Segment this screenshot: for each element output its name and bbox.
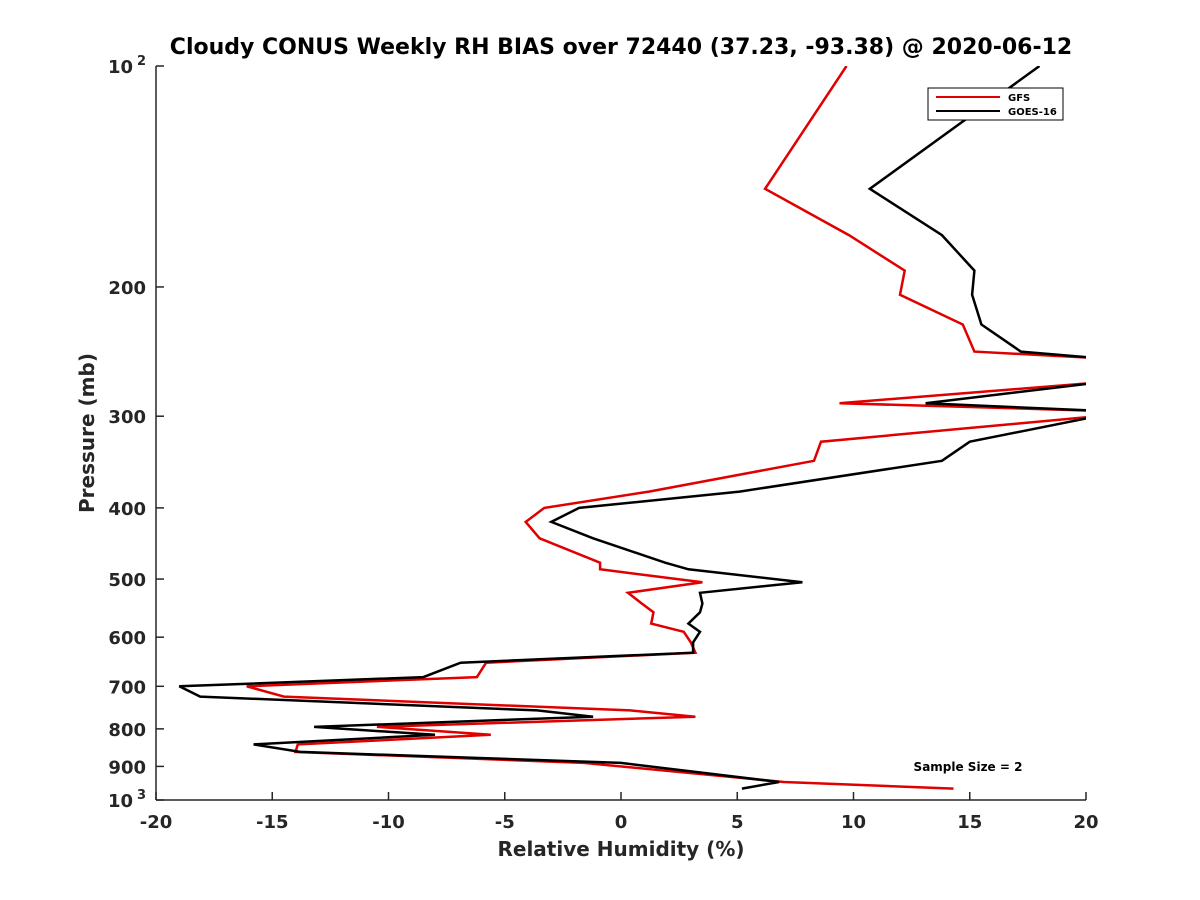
series-layer <box>178 66 1086 790</box>
chart-title: Cloudy CONUS Weekly RH BIAS over 72440 (… <box>170 35 1072 60</box>
x-tick-label: 20 <box>1073 812 1098 833</box>
y-tick-label: 10 <box>108 57 133 78</box>
series-line-goes16 <box>178 66 1086 790</box>
sample-size-annotation: Sample Size = 2 <box>914 760 1023 774</box>
x-tick-label: 15 <box>957 812 982 833</box>
y-tick-label: 800 <box>108 720 146 741</box>
x-tick-label: -10 <box>372 812 405 833</box>
plot-area <box>156 66 1086 800</box>
y-tick-label: 900 <box>108 757 146 778</box>
x-tick-label: 5 <box>731 812 744 833</box>
y-tick-exponent: 2 <box>137 54 146 69</box>
series-line-gfs <box>246 66 1086 790</box>
x-tick-label: 10 <box>841 812 866 833</box>
y-axis-title: Pressure (mb) <box>75 353 99 513</box>
x-tick-label: -5 <box>495 812 515 833</box>
legend-label-gfs: GFS <box>1008 93 1030 104</box>
y-axis-ticks: 10 2 200 300 400 500 600 700 800 900 10 3 <box>108 54 164 812</box>
y-tick-label: 700 <box>108 677 146 698</box>
x-tick-label: 0 <box>615 812 628 833</box>
x-tick-label: -20 <box>140 812 173 833</box>
y-tick-label: 10 <box>108 791 133 812</box>
legend: GFS GOES-16 <box>927 87 1064 121</box>
x-axis-title: Relative Humidity (%) <box>497 837 744 861</box>
y-tick-label: 300 <box>108 407 146 428</box>
y-tick-label: 400 <box>108 499 146 520</box>
x-tick-label: -15 <box>256 812 289 833</box>
y-tick-label: 200 <box>108 278 146 299</box>
y-tick-exponent: 3 <box>137 788 146 803</box>
y-tick-label: 500 <box>108 570 146 591</box>
x-axis-ticks: -20 -15 -10 -5 0 5 10 15 20 <box>140 792 1099 833</box>
legend-box <box>927 87 1064 121</box>
legend-label-goes16: GOES-16 <box>1008 107 1057 118</box>
y-tick-label: 600 <box>108 628 146 649</box>
